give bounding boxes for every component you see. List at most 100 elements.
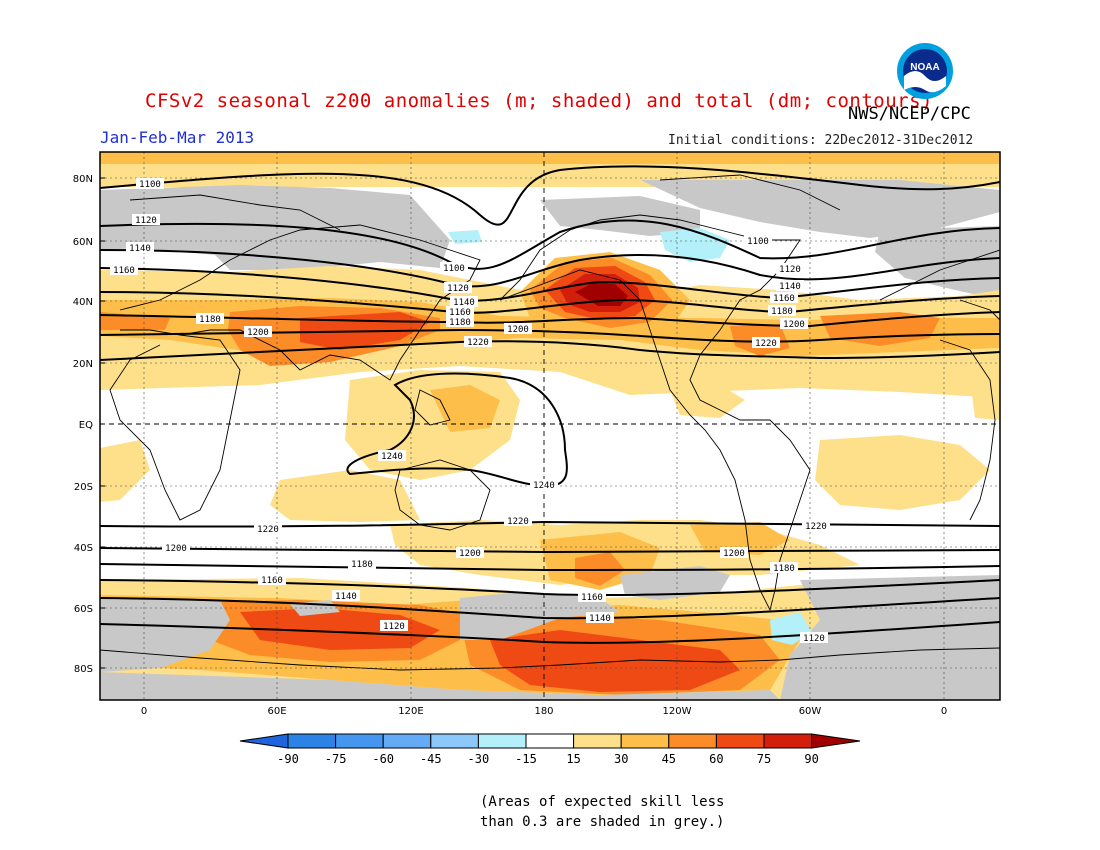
contour-label-1220: 1220 [464,336,492,348]
svg-text:1240: 1240 [533,481,555,491]
svg-text:1200: 1200 [459,549,481,559]
contour-label-1220: 1220 [504,515,532,527]
contour-label-1140: 1140 [450,296,478,308]
lon-label: 60W [799,706,822,717]
contour-label-1100: 1100 [744,235,772,247]
svg-text:1140: 1140 [589,614,611,624]
contour-label-1160: 1160 [578,591,606,603]
contour-label-1140: 1140 [126,242,154,254]
colorbar-bin [335,733,384,749]
colorbar-ticks: -90 -75 -60 -45 -30 -15 15 30 45 60 75 9… [277,752,819,766]
lon-label: 0 [141,706,147,717]
colorbar-tick: 15 [566,752,580,766]
colorbar-bin [382,733,432,749]
svg-text:1100: 1100 [443,264,465,274]
svg-text:1180: 1180 [199,315,221,325]
contour-label-1100: 1100 [440,262,468,274]
logo-text: NOAA [910,62,939,73]
colorbar-tick: 45 [662,752,676,766]
colorbar-tick: -90 [277,752,299,766]
lat-ticks [100,177,105,669]
contour-label-1200: 1200 [780,318,808,330]
svg-text:1180: 1180 [773,564,795,574]
reference-lines [100,152,1000,700]
svg-text:1220: 1220 [805,522,827,532]
contour-label-1160: 1160 [110,264,138,276]
svg-text:1220: 1220 [755,339,777,349]
contour-label-1140: 1140 [332,590,360,602]
colorbar-tick: -60 [372,752,394,766]
contour-label-1100: 1100 [136,178,164,190]
contour-label-1120: 1120 [444,282,472,294]
colorbar-bin [477,733,527,749]
svg-text:1100: 1100 [139,180,161,190]
contour-label-1200: 1200 [504,323,532,335]
colorbar [239,733,861,749]
svg-text:1240: 1240 [381,452,403,462]
colorbar-arrow-left [239,733,289,749]
svg-text:1220: 1220 [257,525,279,535]
contour-label-1180: 1180 [446,316,474,328]
colorbar-bin [573,733,622,749]
svg-text:1160: 1160 [581,593,603,603]
footnote-line: (Areas of expected skill less [480,794,725,810]
lat-label: 40S [74,543,93,554]
svg-text:1160: 1160 [773,294,795,304]
svg-text:1140: 1140 [453,298,475,308]
contour-label-1180: 1180 [348,558,376,570]
agency-label: NWS/NCEP/CPC [848,104,971,124]
chart-title: CFSv2 seasonal z200 anomalies (m; shaded… [145,90,933,112]
svg-text:1140: 1140 [129,244,151,254]
svg-text:1100: 1100 [747,237,769,247]
svg-text:1120: 1120 [135,216,157,226]
contour-labels: 1100 1120 1140 1160 1180 1200 1100 1120 … [110,178,830,644]
colorbar-tick: -15 [515,752,537,766]
lat-label: 20S [74,482,93,493]
svg-text:1200: 1200 [165,544,187,554]
lat-label: 80S [74,664,93,675]
season-label: Jan-Feb-Mar 2013 [100,128,255,147]
svg-text:1120: 1120 [447,284,469,294]
map-frame [99,151,1001,701]
svg-text:1200: 1200 [507,325,529,335]
colorbar-tick: 60 [709,752,723,766]
latitude-labels: 80N 60N 40N 20N EQ 20S 40S 60S 80S [73,174,93,675]
contour-label-1180: 1180 [770,562,798,574]
svg-text:1200: 1200 [783,320,805,330]
contour-label-1240: 1240 [530,479,558,491]
colorbar-bin [287,733,337,749]
svg-text:1200: 1200 [247,328,269,338]
svg-text:1140: 1140 [335,592,357,602]
contour-label-1200: 1200 [244,326,272,338]
lat-label: 40N [73,297,93,308]
svg-text:1220: 1220 [507,517,529,527]
contour-label-1200: 1200 [456,547,484,559]
lat-label: EQ [79,420,93,431]
contour-label-1240: 1240 [378,450,406,462]
coastlines [100,174,1000,671]
contour-label-1160: 1160 [770,292,798,304]
initial-conditions-label: Initial conditions: 22Dec2012-31Dec2012 [668,133,974,148]
colorbar-tick: -75 [325,752,347,766]
svg-text:1140: 1140 [779,282,801,292]
lon-label: 180 [534,706,553,717]
contour-label-1120: 1120 [132,214,160,226]
contour-label-1180: 1180 [196,313,224,325]
svg-text:1220: 1220 [467,338,489,348]
contour-label-1140: 1140 [776,280,804,292]
svg-text:1160: 1160 [261,576,283,586]
lat-label: 20N [73,359,93,370]
colorbar-tick: -30 [468,752,490,766]
contour-label-1220: 1220 [802,520,830,532]
colorbar-bin [620,733,670,749]
contour-label-1180: 1180 [768,305,796,317]
colorbar-bin [430,733,479,749]
colorbar-tick: 30 [614,752,628,766]
footnote-line: than 0.3 are shaded in grey.) [480,814,725,830]
skill-footnote: (Areas of expected skill less than 0.3 a… [480,792,724,832]
contour-label-1200: 1200 [720,547,748,559]
lon-label: 120W [663,706,692,717]
svg-text:1120: 1120 [383,622,405,632]
svg-text:1120: 1120 [779,265,801,275]
